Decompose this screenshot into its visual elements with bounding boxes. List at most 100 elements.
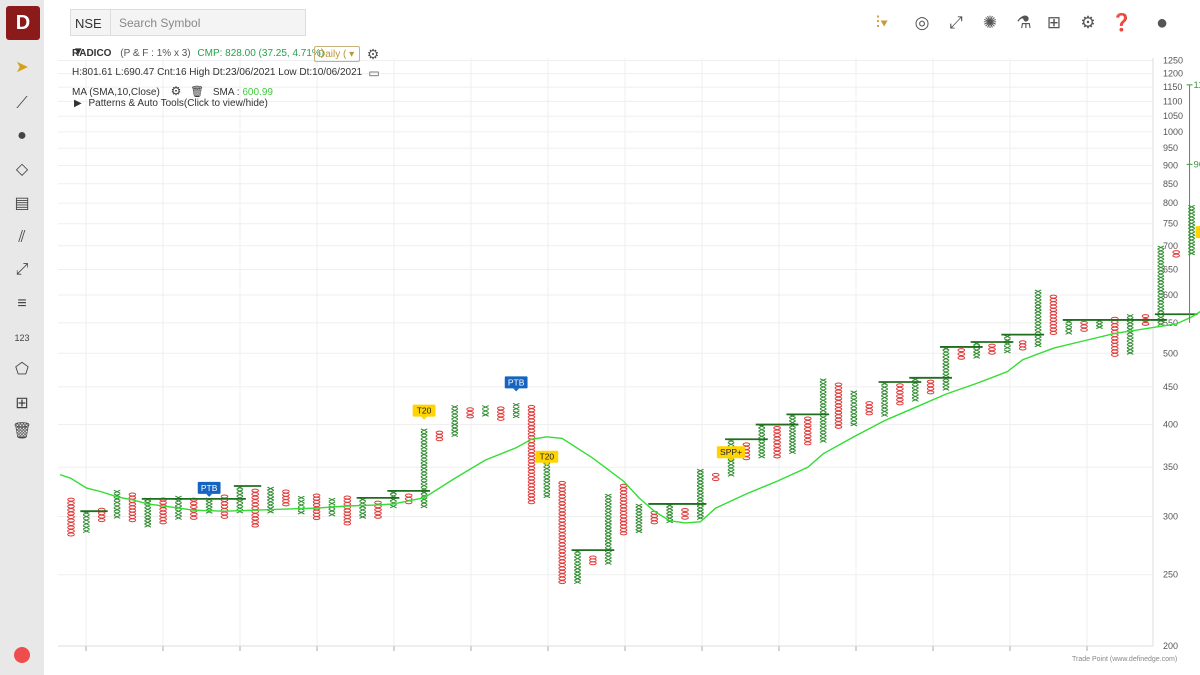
fib-icon[interactable]: ⫽ [18,229,26,246]
x-mark [236,506,244,511]
layout-grid-icon[interactable]: ⊞ [1046,13,1062,32]
o-mark [558,552,567,557]
x-mark [666,513,674,517]
x-mark [604,527,612,532]
x-mark [420,449,428,453]
o-mark [97,518,106,523]
o-mark [773,443,781,448]
o-mark [343,521,352,526]
o-mark [1172,250,1180,255]
x-mark [696,512,704,517]
app-logo[interactable]: D [6,6,40,40]
x-mark [1034,343,1042,348]
pattern-icon[interactable]: ⊞ [15,395,29,412]
o-mark [804,437,812,442]
o-column [190,497,198,520]
record-icon[interactable] [14,647,30,663]
x-column [297,495,305,515]
parallel-channel-icon[interactable]: ≡ [17,295,27,312]
o-mark [527,425,536,430]
x-mark [328,501,336,506]
x-mark [574,576,581,581]
o-mark [497,409,505,414]
ma-settings-icon[interactable]: ⚙ [170,84,182,98]
x-column [604,493,612,565]
symbol-settings-icon[interactable]: ⚙ [366,46,380,62]
x-mark [973,348,981,353]
polygon-icon[interactable]: ⬠ [15,361,29,378]
x-mark [1034,299,1042,304]
o-mark [1049,304,1058,309]
o-mark [220,514,229,519]
timeframe-select[interactable]: Daily ( ▾ [314,46,360,62]
o-mark [251,523,259,528]
o-mark [804,434,812,439]
o-mark [804,441,812,446]
gear-alert-icon[interactable]: ✺ [982,13,998,32]
y-tick-label: 950 [1163,143,1178,153]
search-input[interactable] [110,9,306,36]
x-mark [850,408,858,413]
o-mark [1111,352,1119,357]
o-mark [374,500,382,505]
o-mark [650,517,659,522]
gear-icon[interactable]: ⚙ [1080,13,1096,32]
o-mark [251,488,259,493]
x-column [420,428,428,509]
ray-icon[interactable]: ● [17,127,27,144]
o-mark [282,495,290,500]
x-mark [1034,313,1042,317]
chart-grid [58,58,1154,651]
trash-icon[interactable]: 🗑 [11,423,33,440]
o-mark [558,573,567,578]
help-chat-icon[interactable]: ❓ [1111,13,1133,32]
x-mark [359,501,367,505]
tag-label: PTB [201,483,218,493]
o-mark [865,404,874,409]
x-mark [420,452,428,457]
o-mark [711,472,720,477]
o-mark [527,469,536,474]
x-mark [881,388,888,393]
ma-delete-icon[interactable]: 🗑 [190,86,205,98]
trend-line-icon[interactable]: ⤢ [15,261,29,278]
text-box-icon[interactable]: ▤ [14,195,30,212]
x-mark [942,360,950,364]
x-mark [1034,319,1042,324]
measure-icon[interactable]: 123 [14,333,30,343]
x-mark [973,351,981,356]
user-icon[interactable]: ● [1155,12,1169,34]
comment-icon[interactable]: ▭ [368,66,380,80]
x-mark [297,499,305,504]
settings-circle-icon[interactable]: ◎ [914,13,930,32]
x-mark [942,350,950,354]
x-mark [758,434,766,439]
candlestick-icon[interactable]: ⫶▾ [875,13,889,32]
line-icon[interactable]: ⟋ [16,95,28,112]
patterns-toggle[interactable]: ▶ Patterns & Auto Tools(Click to view/hi… [74,98,268,109]
x-mark [113,507,121,512]
o-column [988,343,996,355]
x-mark [819,428,827,433]
o-mark [1141,314,1150,319]
x-mark [727,466,735,470]
x-mark [604,534,612,538]
x-column [789,414,796,455]
o-column [589,555,597,566]
x-mark [604,540,612,545]
o-mark [865,401,874,406]
microscope-icon[interactable]: ⚗ [1016,13,1032,32]
x-column [113,489,121,519]
expand-icon[interactable]: ⤢ [949,13,963,32]
x-mark [82,529,90,533]
x-column [1034,289,1042,348]
o-mark [527,452,536,457]
cursor-icon[interactable]: ➤ [15,59,29,76]
o-mark [1080,324,1088,329]
shape-icon[interactable]: ◇ [15,161,29,178]
y-tick-label: 350 [1163,462,1178,472]
exchange-select[interactable]: NSE ▾ [70,9,110,58]
o-mark [834,410,843,415]
x-mark [574,573,581,578]
